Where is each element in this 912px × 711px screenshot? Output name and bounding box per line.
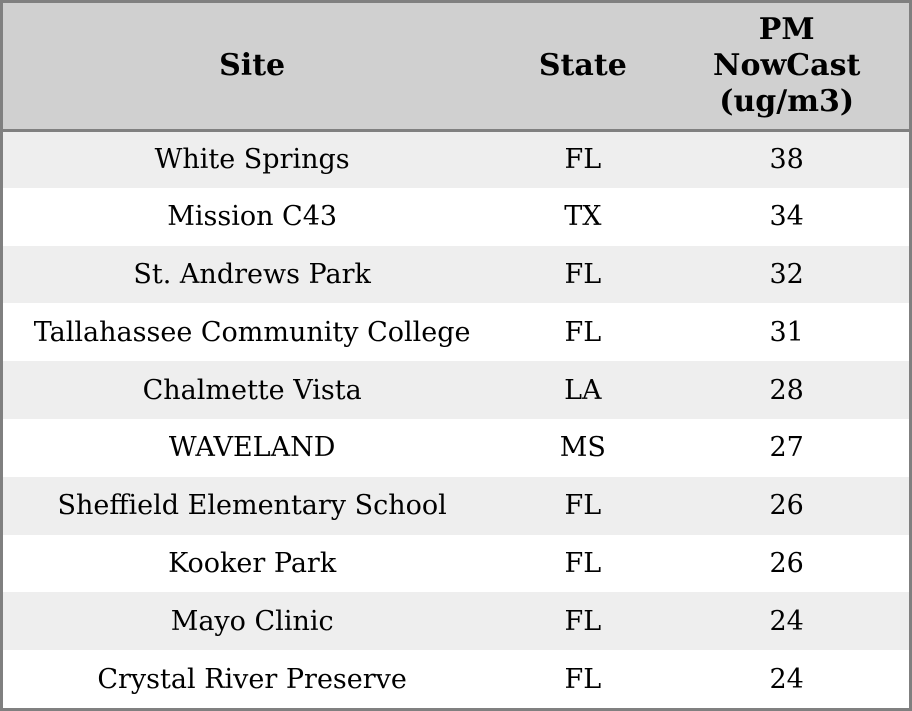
pm-nowcast-table: Site State PM NowCast (ug/m3) White Spri… — [3, 3, 909, 708]
state-cell: FL — [564, 316, 602, 348]
pm-nowcast-cell: 26 — [769, 547, 804, 579]
site-cell: Tallahassee Community College — [33, 316, 471, 348]
pm-nowcast-cell: 28 — [769, 374, 804, 406]
site-cell: Sheffield Elementary School — [57, 490, 447, 522]
table-row: Mayo Clinic FL 24 — [3, 592, 909, 651]
pm-nowcast-cell: 27 — [769, 432, 804, 464]
table-row: Mission C43 TX 34 — [3, 187, 909, 246]
site-cell: WAVELAND — [168, 432, 336, 464]
state-cell: FL — [564, 605, 602, 637]
site-cell: St. Andrews Park — [133, 258, 371, 290]
table-body: White Springs FL 38 Mission C43 TX 34 St… — [3, 130, 909, 708]
table-row: Sheffield Elementary School FL 26 — [3, 476, 909, 535]
table-row: Chalmette Vista LA 28 — [3, 361, 909, 419]
state-cell: TX — [564, 201, 602, 233]
site-cell: White Springs — [154, 144, 350, 176]
table-row: St. Andrews Park FL 32 — [3, 245, 909, 304]
pm-nowcast-cell: 31 — [769, 316, 804, 348]
column-header-state: State — [501, 3, 665, 132]
site-cell: Mayo Clinic — [170, 605, 334, 637]
pm-nowcast-cell: 26 — [769, 490, 804, 522]
state-cell: FL — [564, 663, 602, 695]
table-header: Site State PM NowCast (ug/m3) — [3, 3, 909, 132]
table-row: Kooker Park FL 26 — [3, 534, 909, 593]
column-header-pm-nowcast: PM NowCast (ug/m3) — [664, 3, 909, 132]
site-cell: Crystal River Preserve — [97, 663, 407, 695]
state-cell: MS — [559, 432, 606, 464]
state-cell: FL — [564, 258, 602, 290]
pm-nowcast-cell: 32 — [769, 258, 804, 290]
column-header-site: Site — [3, 3, 502, 132]
state-cell: FL — [564, 490, 602, 522]
table-row: WAVELAND MS 27 — [3, 418, 909, 477]
state-cell: FL — [564, 144, 602, 176]
pm-nowcast-cell: 24 — [769, 605, 804, 637]
pm-nowcast-cell: 34 — [769, 201, 804, 233]
site-cell: Mission C43 — [167, 201, 338, 233]
table-row: Tallahassee Community College FL 31 — [3, 303, 909, 362]
table-row: Crystal River Preserve FL 24 — [3, 650, 909, 708]
site-cell: Chalmette Vista — [142, 374, 362, 406]
header-row: Site State PM NowCast (ug/m3) — [3, 3, 909, 132]
site-cell: Kooker Park — [168, 547, 337, 579]
pm-nowcast-cell: 38 — [769, 144, 804, 176]
state-cell: LA — [564, 374, 602, 406]
table-row: White Springs FL 38 — [3, 130, 909, 188]
pm-nowcast-cell: 24 — [769, 663, 804, 695]
state-cell: FL — [564, 547, 602, 579]
